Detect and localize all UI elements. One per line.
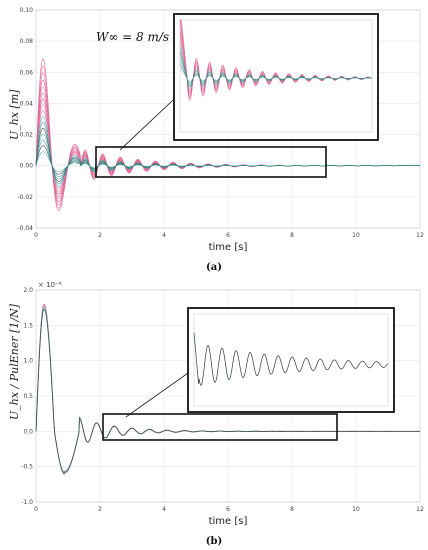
chart-panel-b: -1.0 -0.5 0.0 0.5 1.0 1.5 2.0 0 2 4 6 8 10 12 × 10⁻⁶… xyxy=(8,281,424,547)
panel-label-b: (b) xyxy=(206,536,222,547)
series-line xyxy=(35,308,420,474)
y-tick-labels-b: -1.0 -0.5 0.0 0.5 1.0 1.5 2.0 xyxy=(21,287,33,506)
x-tick-label: 12 xyxy=(416,232,424,239)
y-axis-label-b: U_hx / PulEner [1/N] xyxy=(8,303,21,420)
x-tick-label: 0 xyxy=(34,506,38,513)
series-lines-a xyxy=(35,58,421,212)
inset-series-b xyxy=(193,332,389,386)
grid-b xyxy=(35,289,421,503)
x-tick-label: 10 xyxy=(352,506,360,513)
y-tick-label: 0.02 xyxy=(20,132,34,139)
y-tick-label: 0.04 xyxy=(20,100,34,107)
x-tick-label: 2 xyxy=(98,232,102,239)
x-tick-label: 8 xyxy=(290,232,294,239)
x-tick-label: 10 xyxy=(352,232,360,239)
y-multiplier-b: × 10⁻⁶ xyxy=(38,281,62,289)
zoom-region-box-b xyxy=(102,413,338,441)
x-tick-label: 6 xyxy=(226,232,230,239)
x-tick-label: 4 xyxy=(162,506,166,513)
y-tick-label: -0.04 xyxy=(17,225,33,232)
y-tick-label: 0.0 xyxy=(23,428,33,435)
series-line xyxy=(35,151,420,172)
x-tick-label: 2 xyxy=(98,506,102,513)
zoom-region-box-a xyxy=(95,146,327,178)
zoom-arrow-b xyxy=(125,365,199,418)
x-tick-labels-a: 0 2 4 6 8 10 12 xyxy=(34,232,424,239)
y-tick-label: -0.5 xyxy=(21,464,33,471)
x-tick-label: 12 xyxy=(416,506,424,513)
y-tick-label: 2.0 xyxy=(23,287,33,294)
x-axis-label-a: time [s] xyxy=(209,242,248,253)
y-tick-label: 1.0 xyxy=(23,358,33,365)
x-tick-label: 6 xyxy=(226,506,230,513)
y-tick-label: 0.00 xyxy=(20,163,34,170)
y-tick-label: 0.08 xyxy=(20,38,34,45)
inset-series-a xyxy=(179,19,373,101)
y-tick-label: -1.0 xyxy=(21,499,33,506)
x-tick-label: 0 xyxy=(34,232,38,239)
panel-label-a: (a) xyxy=(206,262,222,273)
inset-series-line xyxy=(179,68,373,82)
y-tick-label: 0.06 xyxy=(20,69,34,76)
y-tick-label: -0.02 xyxy=(17,194,33,201)
inset-plot-b xyxy=(193,313,389,407)
inset-series-line xyxy=(193,332,389,386)
y-tick-labels-a: -0.04 -0.02 0.00 0.02 0.04 0.06 0.08 0.10 xyxy=(17,7,33,232)
series-lines-b xyxy=(35,303,420,476)
y-tick-label: 0.5 xyxy=(23,393,33,400)
x-axis-label-b: time [s] xyxy=(209,516,248,527)
wind-speed-annotation: W∞ = 8 m/s xyxy=(96,30,169,44)
chart-panel-a: -0.04 -0.02 0.00 0.02 0.04 0.06 0.08 0.10 0 2 4 6 8… xyxy=(8,7,424,273)
y-tick-label: 0.10 xyxy=(20,7,34,14)
y-axis-label-a: U_hx [m] xyxy=(8,89,21,140)
x-tick-labels-b: 0 2 4 6 8 10 12 xyxy=(34,506,424,513)
x-tick-label: 4 xyxy=(162,232,166,239)
y-tick-label: 1.5 xyxy=(23,322,33,329)
x-tick-label: 8 xyxy=(290,506,294,513)
